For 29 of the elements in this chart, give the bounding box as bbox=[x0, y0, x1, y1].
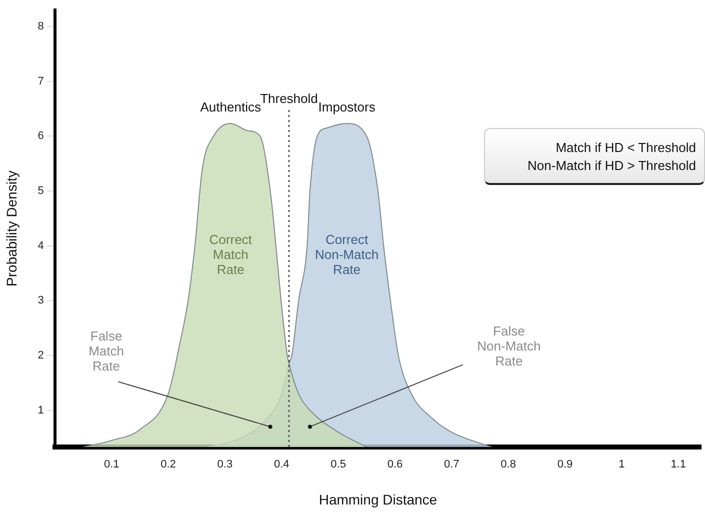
annotation: False Match Rate bbox=[88, 328, 124, 374]
x-axis-title: Hamming Distance bbox=[318, 491, 438, 508]
annotation: Correct Match Rate bbox=[209, 232, 252, 278]
series-label: Authentics bbox=[200, 100, 262, 114]
x-tick-label: 0.2 bbox=[160, 458, 176, 471]
y-tick-label: 7 bbox=[38, 75, 44, 88]
note-box: Match if HD < Threshold Non-Match if HD > Threshold bbox=[484, 128, 705, 185]
ref-line-label: Threshold bbox=[260, 91, 318, 106]
y-tick-label: 6 bbox=[38, 130, 44, 142]
y-tick-label: 8 bbox=[38, 20, 44, 32]
annotation: False Non-Match Rate bbox=[477, 324, 541, 369]
x-tick-label: 0.4 bbox=[274, 458, 290, 471]
x-tick-label: 1.1 bbox=[670, 458, 686, 471]
x-tick-label: 0.1 bbox=[104, 458, 120, 471]
y-tick-label: 3 bbox=[38, 294, 44, 307]
x-tick-label: 0.6 bbox=[387, 458, 403, 471]
y-tick-label: 4 bbox=[38, 240, 44, 252]
y-tick-label: 2 bbox=[38, 349, 44, 362]
y-tick-label: 1 bbox=[38, 404, 44, 416]
x-tick-label: 0.9 bbox=[557, 458, 573, 471]
annotation: Correct Non-Match Rate bbox=[315, 232, 379, 278]
series-label: Impostors bbox=[318, 100, 376, 114]
x-tick-label: 0.3 bbox=[217, 458, 233, 471]
y-axis-title: Probability Density bbox=[3, 170, 20, 286]
x-tick-label: 0.8 bbox=[500, 458, 516, 471]
x-tick-label: 0.7 bbox=[444, 458, 460, 471]
x-tick-label: 0.5 bbox=[330, 458, 346, 471]
x-tick-label: 1 bbox=[618, 458, 625, 471]
y-tick-label: 5 bbox=[38, 184, 44, 197]
